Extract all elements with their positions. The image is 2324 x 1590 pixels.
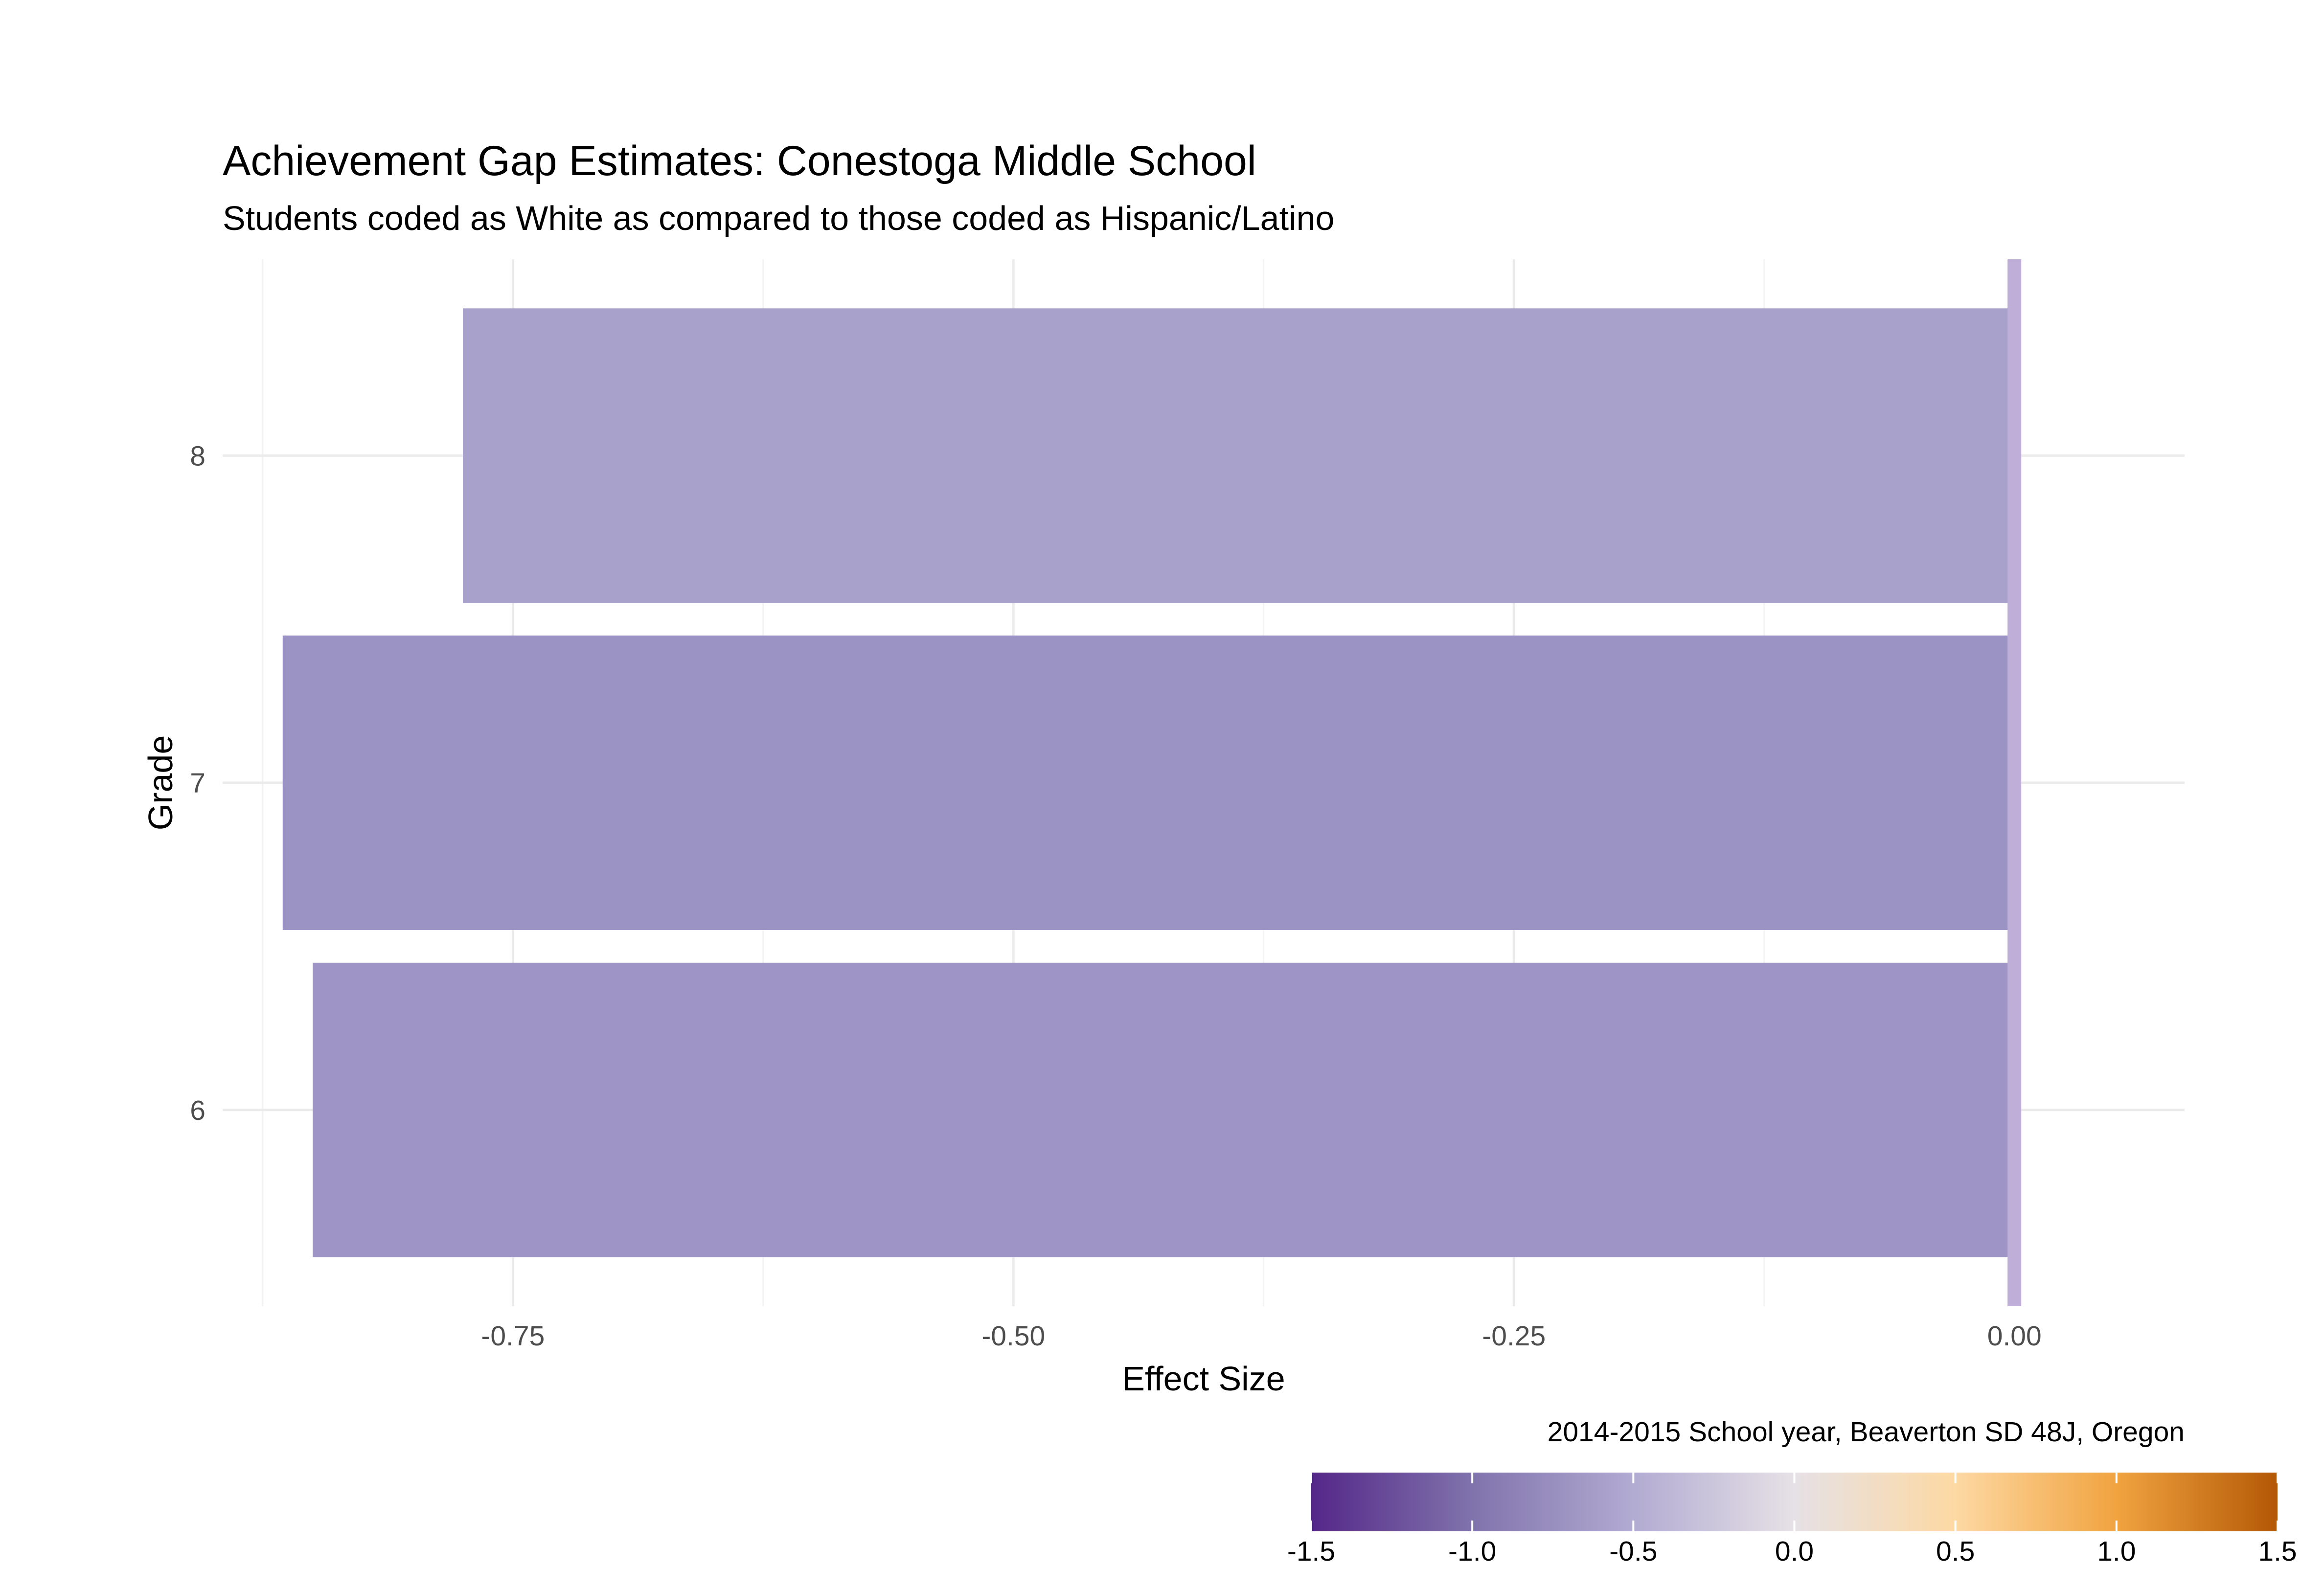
x-tick-label: 0.00 — [1987, 1320, 2042, 1352]
x-tick-label: -0.50 — [981, 1320, 1045, 1352]
colorbar-tick-label: 1.0 — [2097, 1536, 2136, 1567]
chart-subtitle: Students coded as White as compared to t… — [223, 199, 1334, 237]
x-tick-label: -0.25 — [1482, 1320, 1546, 1352]
chart-caption: 2014-2015 School year, Beaverton SD 48J,… — [1548, 1416, 2185, 1448]
colorbar-tick-label: -0.5 — [1609, 1536, 1657, 1567]
y-tick-label: 6 — [190, 1095, 205, 1126]
bar-grade-8 — [463, 308, 2015, 603]
colorbar-tick-label: -1.5 — [1287, 1536, 1335, 1567]
x-tick-labels: -0.75 -0.50 -0.25 0.00 — [481, 1320, 2041, 1352]
colorbar-tick-label: -1.0 — [1448, 1536, 1496, 1567]
y-tick-label: 8 — [190, 440, 205, 472]
colorbar-tick-label: 1.5 — [2258, 1536, 2297, 1567]
x-axis-title: Effect Size — [1122, 1360, 1285, 1398]
bar-grade-6 — [313, 962, 2015, 1257]
x-tick-label: -0.75 — [481, 1320, 545, 1352]
y-axis-title: Grade — [141, 735, 180, 831]
y-tick-labels: 6 7 8 — [190, 440, 205, 1126]
colorbar-ticks: -1.5 -1.0 -0.5 0.0 0.5 1.0 1.5 — [1287, 1473, 2297, 1567]
bar-layer — [282, 308, 2015, 1257]
colorbar-tick-label: 0.0 — [1775, 1536, 1814, 1567]
colorbar-tick-label: 0.5 — [1936, 1536, 1975, 1567]
chart-title: Achievement Gap Estimates: Conestoga Mid… — [223, 137, 1256, 184]
bar-grade-7 — [282, 636, 2015, 930]
color-legend: -1.5 -1.0 -0.5 0.0 0.5 1.0 1.5 — [1287, 1473, 2297, 1567]
y-tick-label: 7 — [190, 768, 205, 799]
